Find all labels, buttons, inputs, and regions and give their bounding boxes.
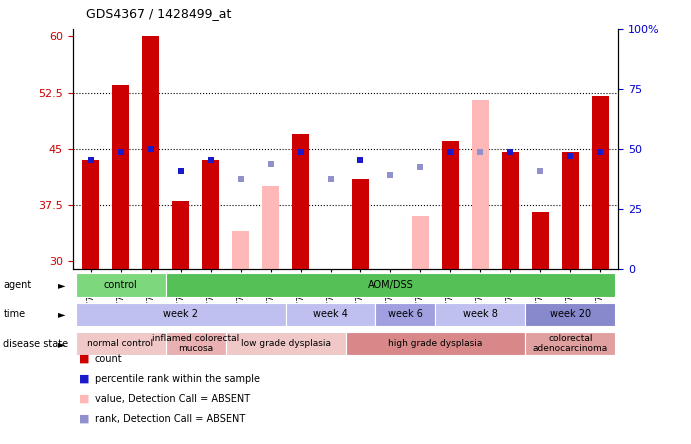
Text: week 6: week 6 bbox=[388, 309, 423, 319]
Text: control: control bbox=[104, 280, 138, 290]
Bar bbox=[346, 332, 525, 355]
Text: inflamed colorectal
mucosa: inflamed colorectal mucosa bbox=[152, 334, 239, 353]
Bar bbox=[532, 212, 549, 269]
Text: ►: ► bbox=[59, 309, 66, 319]
Bar bbox=[75, 332, 166, 355]
Text: AOM/DSS: AOM/DSS bbox=[368, 280, 413, 290]
Bar bbox=[232, 231, 249, 269]
Text: percentile rank within the sample: percentile rank within the sample bbox=[95, 374, 260, 384]
Bar bbox=[435, 303, 525, 326]
Text: high grade dysplasia: high grade dysplasia bbox=[388, 339, 483, 348]
Text: ■: ■ bbox=[79, 354, 90, 364]
Text: week 2: week 2 bbox=[163, 309, 198, 319]
Bar bbox=[352, 179, 369, 269]
Text: value, Detection Call = ABSENT: value, Detection Call = ABSENT bbox=[95, 394, 249, 404]
Text: ►: ► bbox=[59, 339, 66, 349]
Text: normal control: normal control bbox=[88, 339, 153, 348]
Text: disease state: disease state bbox=[3, 339, 68, 349]
Bar bbox=[263, 186, 278, 269]
Text: ■: ■ bbox=[79, 374, 90, 384]
Bar bbox=[202, 160, 219, 269]
Bar bbox=[82, 160, 99, 269]
Text: count: count bbox=[95, 354, 122, 364]
Bar bbox=[113, 85, 129, 269]
Text: week 4: week 4 bbox=[313, 309, 348, 319]
Bar bbox=[225, 332, 346, 355]
Text: GDS4367 / 1428499_at: GDS4367 / 1428499_at bbox=[86, 7, 231, 20]
Bar bbox=[525, 303, 616, 326]
Text: rank, Detection Call = ABSENT: rank, Detection Call = ABSENT bbox=[95, 414, 245, 424]
Bar bbox=[375, 303, 435, 326]
Text: time: time bbox=[3, 309, 26, 319]
Text: agent: agent bbox=[3, 280, 32, 290]
Bar bbox=[525, 332, 616, 355]
Bar bbox=[166, 274, 616, 297]
Bar bbox=[502, 152, 519, 269]
Bar bbox=[292, 134, 309, 269]
Text: ■: ■ bbox=[79, 414, 90, 424]
Bar bbox=[472, 100, 489, 269]
Bar bbox=[142, 36, 159, 269]
Bar bbox=[285, 303, 375, 326]
Bar bbox=[75, 274, 166, 297]
Bar bbox=[562, 152, 578, 269]
Bar bbox=[75, 303, 285, 326]
Bar bbox=[172, 201, 189, 269]
Bar bbox=[592, 96, 609, 269]
Bar bbox=[166, 332, 225, 355]
Bar bbox=[382, 269, 399, 295]
Bar bbox=[442, 141, 459, 269]
Text: colorectal
adenocarcinoma: colorectal adenocarcinoma bbox=[533, 334, 608, 353]
Text: low grade dysplasia: low grade dysplasia bbox=[240, 339, 330, 348]
Text: week 8: week 8 bbox=[463, 309, 498, 319]
Text: week 20: week 20 bbox=[550, 309, 591, 319]
Bar bbox=[322, 269, 339, 295]
Text: ■: ■ bbox=[79, 394, 90, 404]
Text: ►: ► bbox=[59, 280, 66, 290]
Bar bbox=[413, 216, 428, 269]
